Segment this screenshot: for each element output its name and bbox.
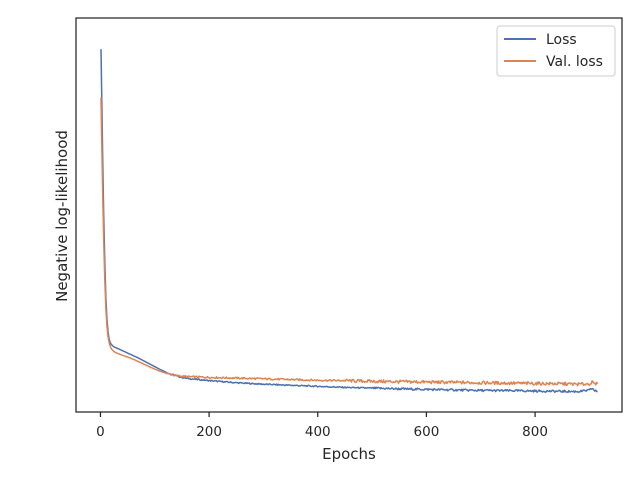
legend-label-loss: Loss <box>546 32 577 48</box>
x-tick-label: 200 <box>196 424 222 440</box>
x-tick-label: 800 <box>522 424 548 440</box>
x-tick-label: 400 <box>305 424 331 440</box>
legend: Loss Val. loss <box>496 25 616 77</box>
plot-frame <box>75 17 623 413</box>
legend-label-val-loss: Val. loss <box>546 54 603 70</box>
y-axis-label: Negative log-likelihood <box>53 130 71 302</box>
x-tick-label: 0 <box>96 424 105 440</box>
x-axis-ticks: 0 200 400 600 800 <box>96 412 548 440</box>
x-axis-label: Epochs <box>322 445 376 463</box>
series-layer <box>100 49 599 394</box>
series-line-loss <box>100 49 598 394</box>
series-line-val-loss <box>100 97 599 387</box>
x-tick-label: 600 <box>414 424 440 440</box>
